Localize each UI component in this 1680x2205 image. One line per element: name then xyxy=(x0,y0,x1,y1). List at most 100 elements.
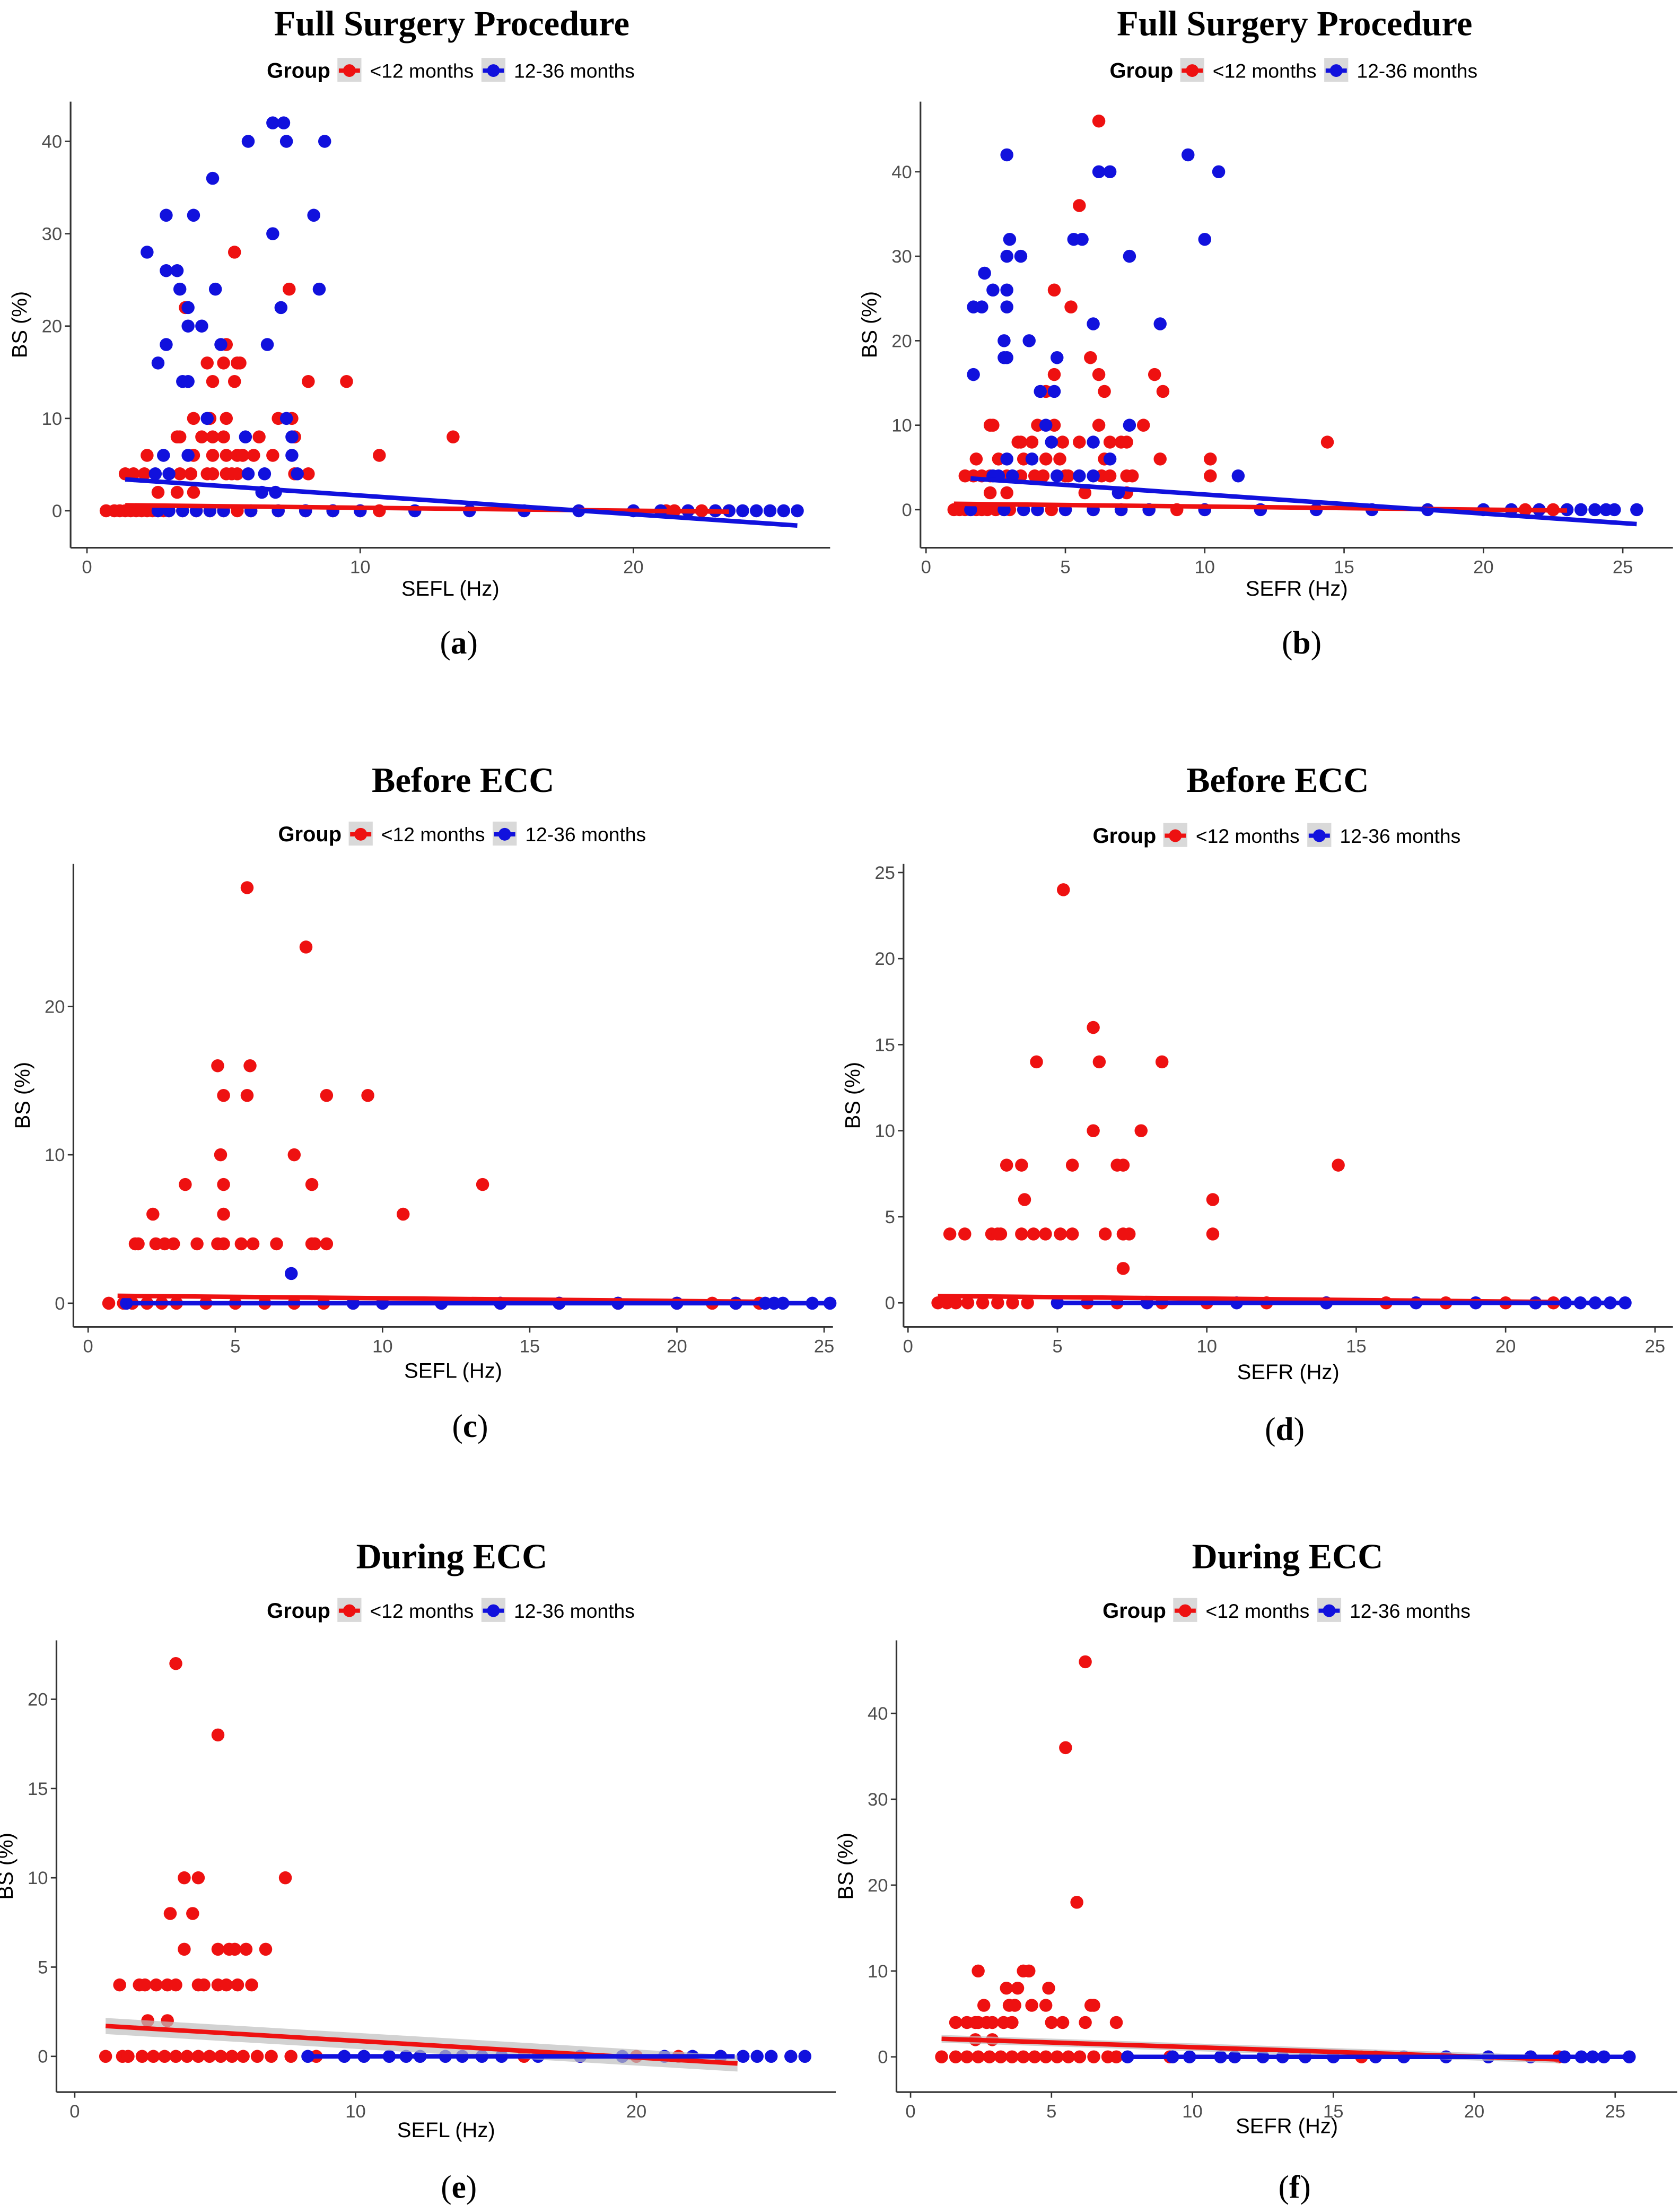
panel-f: During ECC Group <12 months 12-36 months 0 5 1… xyxy=(834,1538,1677,2205)
chart-title: Full Surgery Procedure xyxy=(274,5,629,43)
data-point xyxy=(1000,283,1013,297)
data-point xyxy=(1056,883,1070,896)
data-point xyxy=(302,467,315,481)
chart-title: During ECC xyxy=(356,1538,547,1576)
data-point xyxy=(1098,1227,1112,1241)
x-tick-label: 25 xyxy=(1613,557,1633,578)
data-point xyxy=(1073,435,1086,449)
data-point xyxy=(173,282,187,296)
y-tick-label: 20 xyxy=(868,1876,888,1896)
data-point xyxy=(195,430,208,443)
data-point xyxy=(217,356,230,370)
data-point xyxy=(1014,435,1028,449)
chart-title: Before ECC xyxy=(1186,761,1369,800)
legend-key-marker xyxy=(1323,1604,1336,1617)
caption-letter: a xyxy=(451,625,467,661)
data-point xyxy=(1028,2050,1042,2063)
data-point xyxy=(1039,1999,1053,2012)
data-point xyxy=(1182,148,1195,162)
data-point xyxy=(308,1237,321,1251)
data-point xyxy=(1198,232,1212,246)
legend-label: 12-36 months xyxy=(525,823,646,846)
data-point xyxy=(1025,1999,1038,2012)
data-point xyxy=(935,2050,948,2063)
data-point xyxy=(977,1999,991,2012)
x-tick-label: 20 xyxy=(1495,1337,1516,1357)
x-tick-label: 0 xyxy=(921,557,931,578)
data-point xyxy=(1022,334,1036,347)
legend-key-marker xyxy=(343,64,356,77)
caption-letter: b xyxy=(1293,625,1311,661)
data-point xyxy=(1231,469,1245,483)
x-tick-label: 20 xyxy=(626,2102,646,2122)
data-point xyxy=(178,1871,191,1885)
data-point xyxy=(1320,435,1334,449)
x-axis-label: SEFR (Hz) xyxy=(1237,1361,1340,1384)
data-point xyxy=(1073,2050,1087,2063)
data-point xyxy=(736,504,749,518)
y-tick-label: 5 xyxy=(885,1207,895,1227)
chart-title: Full Surgery Procedure xyxy=(1117,5,1472,43)
legend: Group <12 months 12-36 months xyxy=(1102,1598,1471,1623)
legend-key-marker xyxy=(1178,1604,1192,1617)
data-point xyxy=(972,2050,985,2063)
data-point xyxy=(220,1978,233,1992)
data-point xyxy=(169,1978,182,1992)
y-tick-label: 10 xyxy=(891,416,912,436)
y-axis-label: BS (%) xyxy=(0,1833,18,1899)
data-point xyxy=(1092,165,1106,179)
data-point xyxy=(113,1978,126,1992)
data-point xyxy=(940,1296,953,1310)
y-tick-label: 20 xyxy=(28,1690,48,1710)
data-point xyxy=(1042,1981,1055,1995)
data-point xyxy=(150,1978,163,1992)
series-m12-36 xyxy=(141,116,804,518)
data-point xyxy=(1122,1227,1136,1241)
data-point xyxy=(750,504,763,518)
data-point xyxy=(1087,1021,1100,1034)
x-tick-label: 15 xyxy=(1323,2102,1343,2122)
data-point xyxy=(958,1227,972,1241)
legend: Group <12 months 12-36 months xyxy=(1093,823,1460,848)
data-point xyxy=(798,2050,812,2063)
data-point xyxy=(777,504,791,518)
data-point xyxy=(191,1871,205,1885)
data-point xyxy=(1021,1296,1034,1310)
x-tick-label: 0 xyxy=(905,2102,915,2122)
data-point xyxy=(976,1296,990,1310)
data-point xyxy=(1075,232,1089,246)
data-point xyxy=(137,467,151,481)
data-point xyxy=(476,1178,489,1191)
data-point xyxy=(211,1942,225,1956)
caption-close: ) xyxy=(467,625,478,661)
y-axis-label: BS (%) xyxy=(11,1062,34,1129)
data-point xyxy=(1015,1158,1028,1172)
data-point xyxy=(258,467,272,481)
data-point xyxy=(1332,1158,1345,1172)
y-tick-label: 10 xyxy=(45,1145,65,1165)
x-tick-label: 10 xyxy=(372,1337,392,1357)
data-point xyxy=(200,356,214,370)
data-point xyxy=(1073,469,1086,483)
data-point xyxy=(1039,452,1053,466)
data-point xyxy=(361,1088,374,1102)
data-point xyxy=(1000,249,1013,263)
data-point xyxy=(983,486,997,500)
data-point xyxy=(1065,1158,1079,1172)
data-point xyxy=(1574,503,1588,517)
data-point xyxy=(102,1296,116,1310)
y-tick-label: 0 xyxy=(902,500,912,520)
data-point xyxy=(208,282,222,296)
data-point xyxy=(245,1978,258,1992)
data-point xyxy=(985,2016,999,2029)
data-point xyxy=(994,1227,1008,1241)
data-point xyxy=(1059,1741,1072,1755)
data-point xyxy=(217,1088,230,1102)
y-tick-label: 30 xyxy=(42,224,62,245)
data-point xyxy=(220,412,233,425)
data-point xyxy=(228,1942,242,1956)
x-tick-label: 15 xyxy=(1346,1337,1366,1357)
data-point xyxy=(1051,469,1064,483)
x-tick-label: 25 xyxy=(1645,1337,1665,1357)
data-point xyxy=(764,2050,778,2063)
